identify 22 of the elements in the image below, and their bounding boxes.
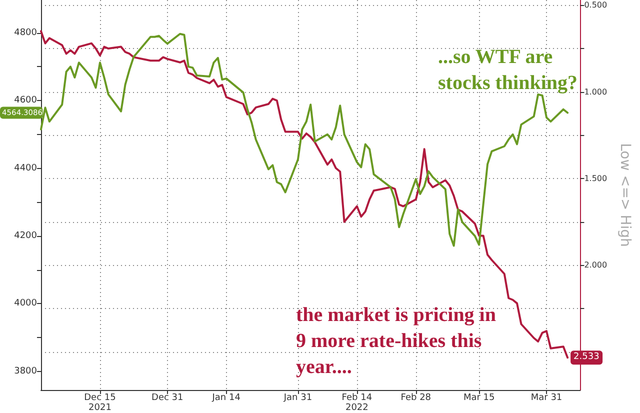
y2-tick-label: 0.500 <box>584 0 608 10</box>
y2-tick-label: 2.000 <box>584 260 608 270</box>
annotation: the market is pricing in 9 more rate-hikes this year.... <box>296 304 501 378</box>
y2-tick-label: 1.000 <box>584 87 608 96</box>
annotation: ...so WTF are stocks thinking? <box>438 46 578 94</box>
x-tick-label: Jan 31 <box>282 393 312 403</box>
x-tick-label: Dec 15 2021 <box>84 393 116 413</box>
x-tick-label: Mar 31 <box>530 393 562 403</box>
y2-axis-title: Low <=> High <box>617 143 633 247</box>
y-tick-label: 4000 <box>14 298 38 309</box>
x-tick-label: Dec 31 <box>152 393 184 403</box>
y-tick-label: 3800 <box>14 366 38 376</box>
x-tick-label: Mar 15 <box>463 393 495 403</box>
y-tick-label: 4800 <box>14 28 38 38</box>
y-tick-label: 4200 <box>14 230 38 241</box>
x-tick-label: Feb 28 <box>400 393 432 403</box>
x-tick-label: Jan 14 <box>211 393 241 403</box>
y-tick-label: 4600 <box>14 96 38 106</box>
y-tick-label: 4400 <box>14 163 38 174</box>
y2-tick-label: 1.500 <box>584 174 608 184</box>
x-tick-label: Feb 14 2022 <box>342 393 372 413</box>
data-label: 2.533 <box>574 352 600 362</box>
